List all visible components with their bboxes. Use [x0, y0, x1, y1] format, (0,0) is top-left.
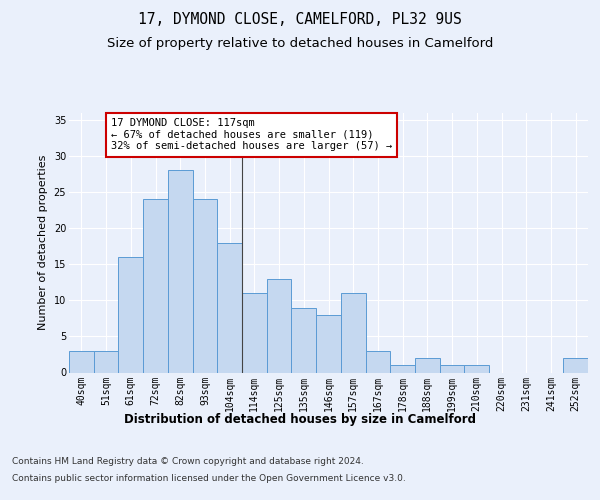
- Bar: [292, 308, 316, 372]
- Bar: [341, 293, 365, 372]
- Bar: [217, 242, 242, 372]
- Bar: [94, 351, 118, 372]
- Bar: [168, 170, 193, 372]
- Y-axis label: Number of detached properties: Number of detached properties: [38, 155, 48, 330]
- Bar: [316, 314, 341, 372]
- Text: 17 DYMOND CLOSE: 117sqm
← 67% of detached houses are smaller (119)
32% of semi-d: 17 DYMOND CLOSE: 117sqm ← 67% of detache…: [111, 118, 392, 152]
- Text: Size of property relative to detached houses in Camelford: Size of property relative to detached ho…: [107, 38, 493, 51]
- Text: 17, DYMOND CLOSE, CAMELFORD, PL32 9US: 17, DYMOND CLOSE, CAMELFORD, PL32 9US: [138, 12, 462, 28]
- Bar: [118, 257, 143, 372]
- Bar: [365, 351, 390, 372]
- Bar: [69, 351, 94, 372]
- Bar: [563, 358, 588, 372]
- Bar: [193, 199, 217, 372]
- Bar: [242, 293, 267, 372]
- Text: Contains public sector information licensed under the Open Government Licence v3: Contains public sector information licen…: [12, 474, 406, 483]
- Bar: [390, 366, 415, 372]
- Bar: [143, 199, 168, 372]
- Bar: [464, 366, 489, 372]
- Bar: [267, 278, 292, 372]
- Text: Contains HM Land Registry data © Crown copyright and database right 2024.: Contains HM Land Registry data © Crown c…: [12, 458, 364, 466]
- Bar: [415, 358, 440, 372]
- Bar: [440, 366, 464, 372]
- Text: Distribution of detached houses by size in Camelford: Distribution of detached houses by size …: [124, 412, 476, 426]
